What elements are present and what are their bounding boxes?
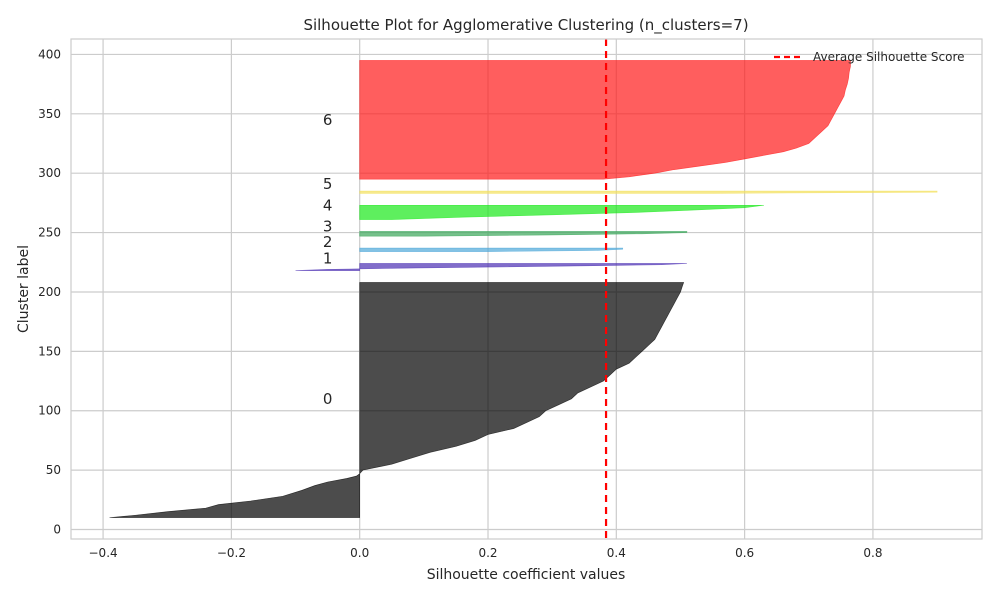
y-tick-label: 350 (38, 107, 61, 121)
cluster-label-6: 6 (323, 111, 333, 129)
x-tick-label: 0.2 (478, 546, 497, 560)
x-tick-label: 0.0 (350, 546, 369, 560)
x-tick-label: −0.4 (89, 546, 118, 560)
y-tick-label: 200 (38, 285, 61, 299)
silhouette-cluster-0 (109, 282, 685, 518)
y-axis-label: Cluster label (16, 245, 32, 333)
silhouette-cluster-4 (359, 204, 764, 220)
x-tick-label: 0.4 (607, 546, 626, 560)
x-tick-label: −0.2 (217, 546, 246, 560)
y-tick-label: 100 (38, 404, 61, 418)
y-tick-label: 50 (46, 463, 61, 477)
silhouette-cluster-6 (359, 60, 851, 180)
cluster-label-2: 2 (323, 233, 333, 251)
cluster-label-0: 0 (323, 390, 333, 408)
silhouette-cluster-2 (359, 247, 624, 252)
y-tick-label: 400 (38, 47, 61, 61)
legend-label: Average Silhouette Score (813, 50, 965, 64)
y-tick-label: 250 (38, 226, 61, 240)
cluster-label-5: 5 (323, 175, 333, 193)
cluster-silhouettes (109, 60, 938, 518)
y-tick-label: 0 (53, 522, 61, 536)
cluster-label-1: 1 (323, 250, 333, 268)
y-tick-label: 150 (38, 344, 61, 358)
x-axis-label: Silhouette coefficient values (427, 567, 626, 583)
silhouette-cluster-1 (295, 263, 687, 271)
cluster-label-4: 4 (323, 196, 333, 214)
cluster-labels: 0 123 4 5 6 (323, 111, 333, 408)
cluster-label-3: 3 (323, 218, 333, 236)
x-tick-labels: −0.4 −0.2 0.0 0.2 0.4 0.6 0.8 (89, 546, 883, 560)
x-tick-label: 0.8 (863, 546, 882, 560)
y-tick-labels: 0 50 100 150 200 250 300 350 400 (38, 47, 61, 536)
legend: Average Silhouette Score (774, 50, 965, 64)
x-tick-label: 0.6 (735, 546, 754, 560)
chart-title: Silhouette Plot for Agglomerative Cluste… (303, 16, 748, 35)
y-tick-label: 300 (38, 166, 61, 180)
plot-frame (70, 38, 983, 540)
silhouette-cluster-5 (359, 190, 938, 194)
